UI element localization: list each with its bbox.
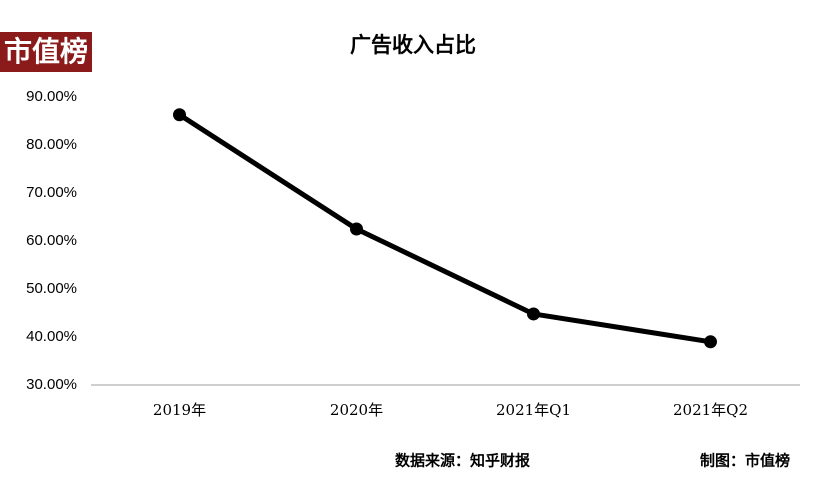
point bbox=[527, 307, 540, 321]
logo-box bbox=[0, 32, 92, 72]
point bbox=[350, 222, 363, 236]
x-tick-label: 2020年 bbox=[330, 401, 383, 419]
line bbox=[178, 112, 711, 345]
chart-title: 广告收入占比 bbox=[350, 33, 476, 57]
y-tick-label: 30.00% bbox=[26, 376, 77, 393]
y-tick-label: 50.00% bbox=[26, 280, 77, 297]
point bbox=[704, 335, 717, 349]
logo: 市值榜 bbox=[4, 35, 88, 68]
x-tick-label: 2019年 bbox=[153, 401, 206, 419]
y-tick-label: 40.00% bbox=[26, 328, 77, 345]
source: 数据来源：知乎财报 bbox=[395, 452, 530, 470]
y-tick-label: 90.00% bbox=[26, 88, 77, 105]
point bbox=[173, 108, 186, 122]
y-tick-label: 60.00% bbox=[26, 232, 77, 249]
x-tick-label: 2021年Q2 bbox=[673, 401, 748, 419]
y-tick-label: 70.00% bbox=[26, 184, 77, 201]
x-tick-label: 2021年Q1 bbox=[496, 401, 571, 419]
credit: 制图：市值榜 bbox=[700, 452, 790, 470]
y-tick-label: 80.00% bbox=[26, 136, 77, 153]
